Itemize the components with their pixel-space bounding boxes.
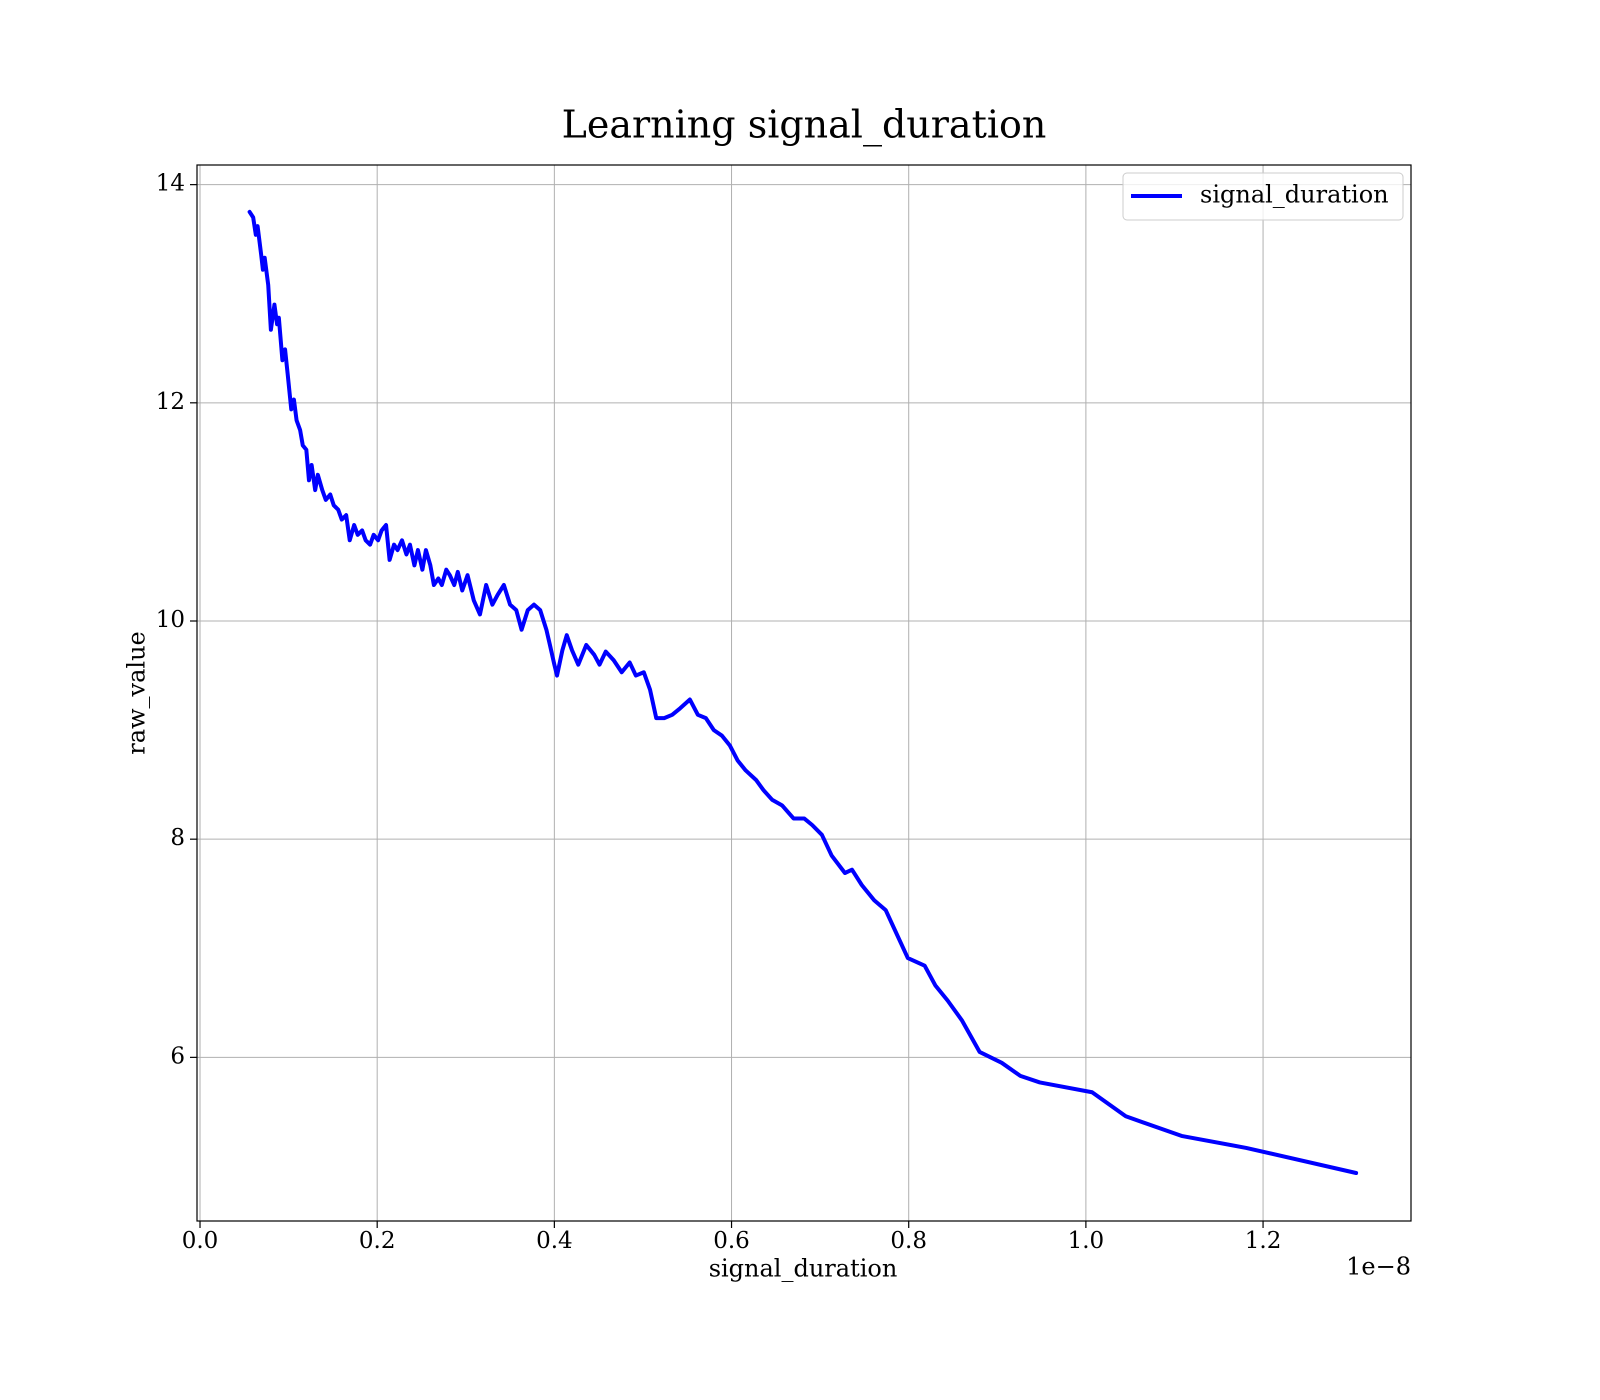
x-tick-label: 1.0 — [1068, 1228, 1105, 1254]
x-tick-label: 0.4 — [536, 1228, 573, 1254]
y-tick-label: 12 — [156, 389, 185, 415]
y-tick-label: 6 — [170, 1043, 185, 1069]
chart-title: Learning signal_duration — [562, 103, 1047, 148]
x-offset-label: 1e−8 — [1346, 1253, 1411, 1281]
legend-box — [1122, 172, 1404, 221]
y-tick-label: 8 — [170, 825, 185, 851]
plot-frame — [196, 164, 1412, 1222]
y-tick-label: 10 — [156, 607, 185, 633]
x-tick-label: 0.2 — [359, 1228, 396, 1254]
legend-label: signal_duration — [1200, 181, 1389, 209]
x-tick-label: 0.0 — [182, 1228, 219, 1254]
x-tick-label: 0.8 — [890, 1228, 927, 1254]
y-tick-label: 14 — [156, 171, 185, 197]
y-axis-label: raw_value — [123, 631, 151, 755]
x-tick-label: 0.6 — [713, 1228, 750, 1254]
x-axis-label: signal_duration — [709, 1255, 898, 1283]
x-tick-label: 1.2 — [1245, 1228, 1282, 1254]
data-line — [247, 209, 1359, 1175]
